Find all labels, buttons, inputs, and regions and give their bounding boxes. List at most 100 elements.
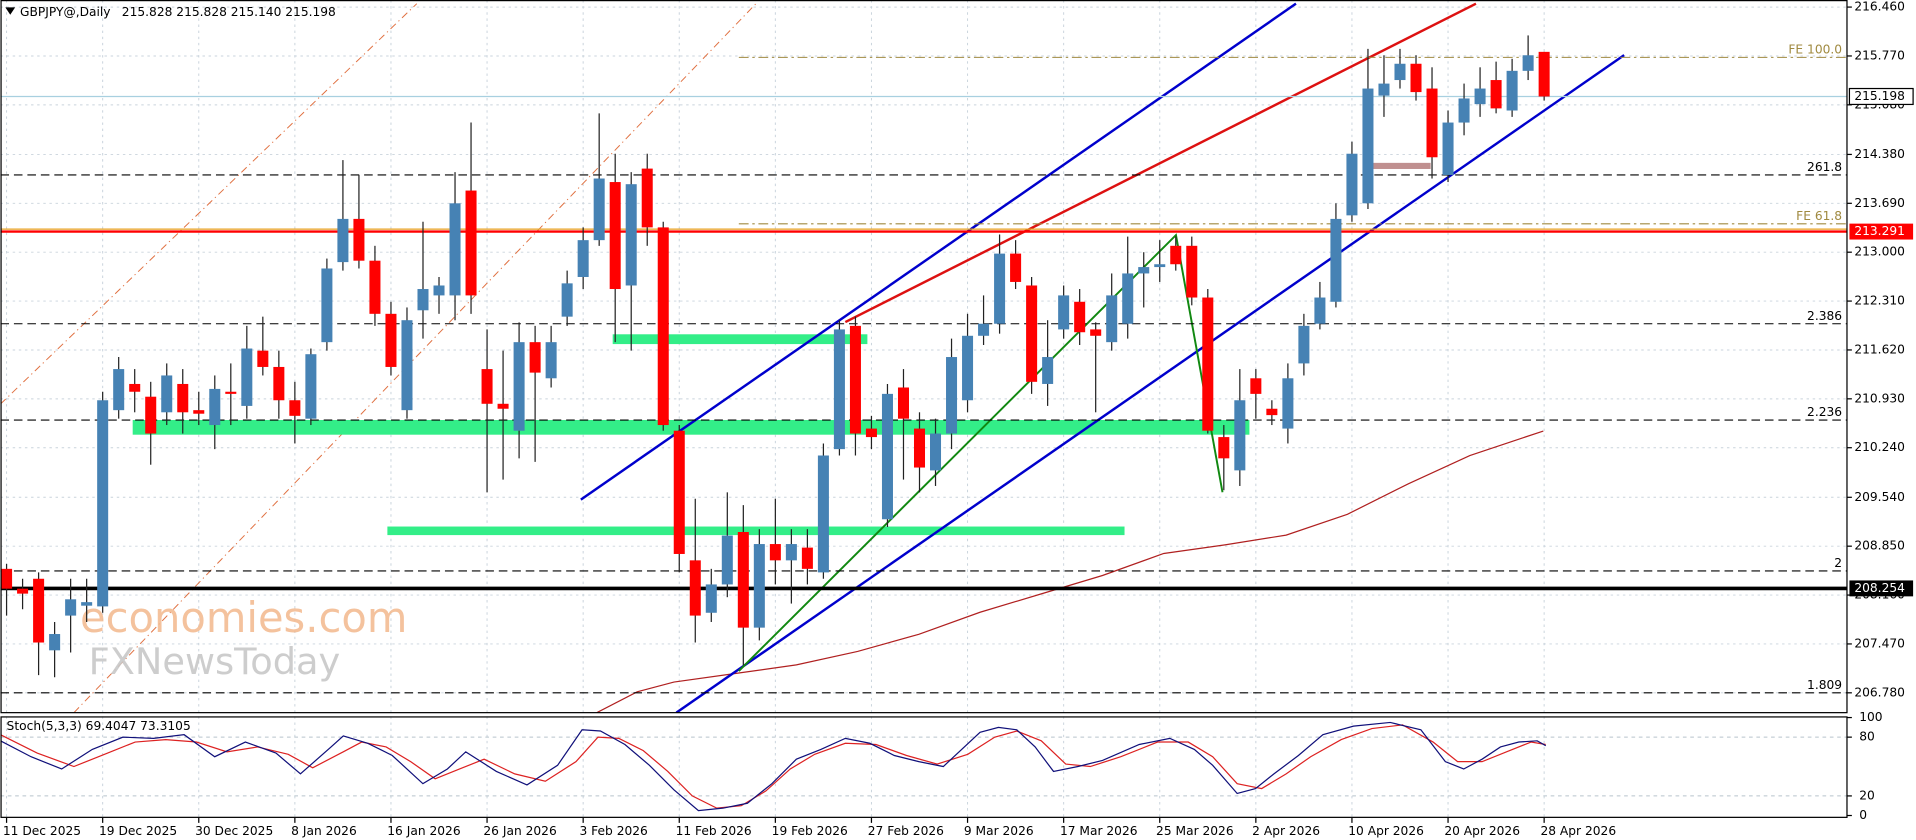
candle-body (769, 544, 781, 561)
menu-arrow (5, 7, 16, 15)
fe-level-label: FE 61.8 (1796, 209, 1842, 223)
labels: GBPJPY@,Daily 215.828 215.828 215.140 21… (3, 0, 1914, 838)
x-tick-label: 16 Jan 2026 (387, 824, 461, 838)
candle-body (417, 289, 429, 311)
y-tick-label: 215.770 (1854, 48, 1905, 62)
candle-body (401, 320, 413, 411)
candle-body (817, 455, 829, 573)
candle-body (529, 342, 541, 373)
main-frame (0, 0, 1848, 714)
candle-body (1010, 253, 1022, 282)
channel-lower (675, 54, 1625, 713)
candle-body (65, 599, 77, 616)
x-tick-label: 2 Apr 2026 (1252, 824, 1320, 838)
candle-body (209, 388, 221, 426)
candle-body (449, 203, 461, 296)
candle-body (577, 240, 589, 277)
candle-body (1026, 285, 1038, 382)
grid (0, 0, 1847, 818)
support-zone (612, 334, 868, 345)
y-tick-label: 210.240 (1854, 440, 1905, 454)
y-tick-label: 207.470 (1854, 636, 1905, 650)
candle-body (1122, 273, 1134, 324)
candle-body (946, 357, 958, 434)
candle-body (81, 602, 93, 606)
candle-body (1538, 51, 1550, 97)
candle-body (978, 323, 990, 336)
candle-body (1202, 297, 1214, 431)
candle-body (689, 560, 701, 616)
candle-body (1410, 63, 1422, 93)
candle-body (1442, 122, 1454, 175)
candle-body (1058, 295, 1070, 330)
candle-body (721, 535, 733, 585)
candles (1, 35, 1550, 678)
candle-body (897, 387, 909, 419)
candle-body (1490, 80, 1502, 109)
price-label: 208.254 (1854, 581, 1905, 595)
candle-body (465, 190, 477, 296)
price-label: 213.291 (1854, 224, 1905, 238)
candle-body (33, 578, 45, 643)
watermark: FXNewsToday (89, 640, 341, 683)
candle-body (1522, 55, 1534, 71)
x-tick-label: 19 Feb 2026 (772, 824, 848, 838)
x-tick-label: 3 Feb 2026 (579, 824, 648, 838)
drawings: economies.com FXNewsToday (0, 2, 1625, 713)
candle-body (705, 584, 717, 613)
candle-body (321, 268, 333, 343)
candle-body (145, 396, 157, 434)
x-tick-label: 17 Mar 2026 (1060, 824, 1138, 838)
candle-body (481, 369, 493, 404)
candle-body (561, 283, 573, 317)
candle-body (865, 428, 877, 438)
candle-body (97, 400, 109, 607)
x-tick-label: 27 Feb 2026 (868, 824, 944, 838)
moving-average (596, 430, 1544, 713)
x-tick-label: 9 Mar 2026 (964, 824, 1034, 838)
candle-body (737, 532, 749, 628)
stoch-tick-label: 100 (1859, 710, 1882, 724)
y-tick-label: 216.460 (1854, 0, 1905, 14)
candle-body (1330, 218, 1342, 302)
candle-body (1298, 325, 1310, 364)
stoch-main (0, 721, 1547, 812)
fe-level-label: FE 100.0 (1788, 43, 1842, 57)
marker-zone (1371, 162, 1431, 169)
candle-body (497, 403, 509, 409)
x-tick-label: 11 Feb 2026 (676, 824, 752, 838)
candle-body (241, 348, 253, 406)
stoch-header: Stoch(5,3,3) 69.4047 73.3105 (7, 719, 191, 733)
candle-body (337, 218, 349, 263)
current-price-box (1848, 87, 1914, 106)
candle-body (1234, 400, 1246, 471)
candle-body (785, 544, 797, 561)
candle-body (930, 433, 942, 471)
candle-body (593, 178, 605, 241)
x-tick-label: 26 Jan 2026 (483, 824, 557, 838)
candle-body (289, 400, 301, 416)
candle-body (369, 260, 381, 314)
watermark: economies.com (80, 593, 407, 642)
stoch-signal (0, 724, 1546, 809)
candle-body (913, 428, 926, 468)
y-tick-label: 213.000 (1854, 245, 1905, 259)
quote: 215.828 215.828 215.140 215.198 (122, 5, 336, 19)
stoch-tick-label: 20 (1859, 788, 1875, 802)
candle-body (545, 342, 557, 379)
fib-level-label: 2 (1834, 556, 1842, 570)
candle-body (753, 544, 765, 628)
channel-upper (580, 2, 1297, 501)
candle-body (1218, 437, 1230, 459)
y-tick-label: 211.620 (1854, 342, 1905, 356)
candle-body (17, 588, 29, 594)
fib-level-label: 2.236 (1807, 405, 1842, 419)
price-box (1849, 223, 1914, 240)
candle-body (257, 350, 269, 367)
x-tick-label: 8 Jan 2026 (291, 824, 357, 838)
candle-body (129, 383, 141, 392)
candle-body (161, 375, 173, 413)
support-zone (387, 526, 1125, 536)
